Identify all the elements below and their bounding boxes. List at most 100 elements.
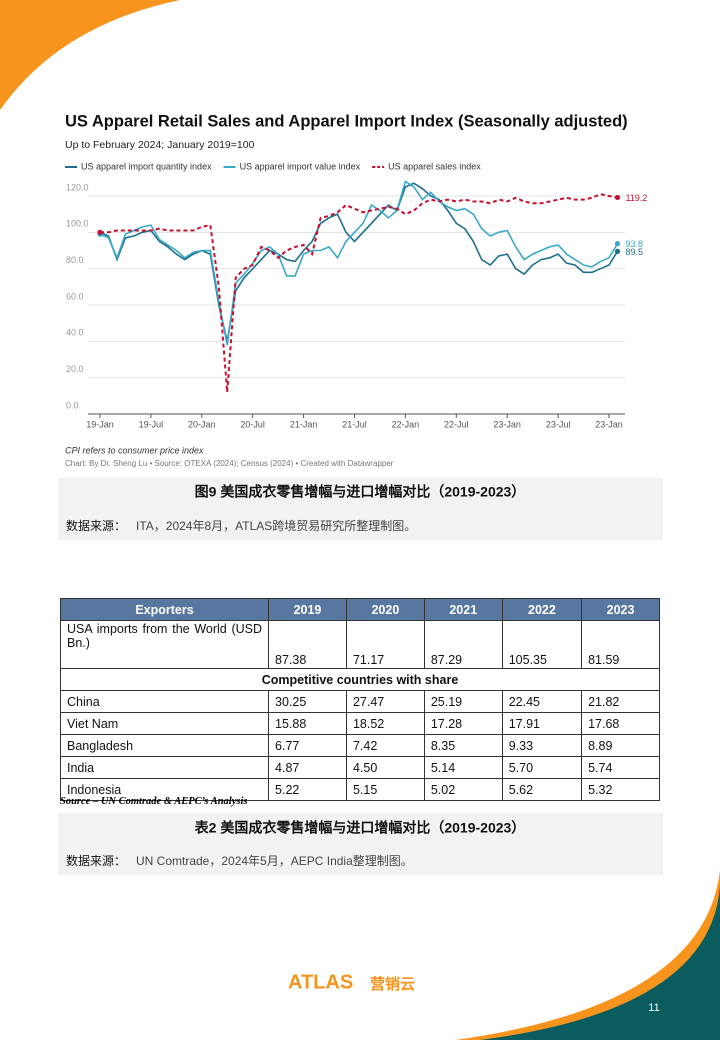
table-row: India 4.87 4.50 5.14 5.70 5.74 [59, 756, 660, 779]
brand-logo: ATLAS [288, 971, 353, 993]
header-cell: Exporters [59, 598, 270, 621]
table-source: Source – UN Comtrade & AEPC’s Analysis [60, 796, 248, 807]
table-cell: 5.74 [581, 756, 660, 779]
table-cell: 25.19 [423, 690, 503, 713]
table-row: Indonesia 5.22 5.15 5.02 5.62 5.32 [59, 778, 660, 801]
table-cell: 7.42 [345, 734, 425, 757]
total-row: USA imports from the World (USD Bn.) 87.3… [59, 620, 660, 669]
legend-label: US apparel import value index [240, 161, 361, 171]
table-cell: 105.35 [501, 620, 583, 669]
table-cell: China [59, 690, 270, 713]
source-text: ITA，2024年8月，ATLAS跨境贸易研究所整理制图。 [136, 518, 416, 533]
source-label: 数据来源： [66, 518, 126, 533]
table-row: Bangladesh 6.77 7.42 8.35 9.33 8.89 [59, 734, 660, 757]
series-line [99, 180, 619, 346]
table-cell: 5.70 [501, 756, 583, 779]
source-text: UN Comtrade，2024年5月，AEPC India整理制图。 [136, 853, 413, 868]
table-cell: 81.59 [581, 620, 660, 669]
header-cell: 2019 [268, 598, 347, 621]
table-cell: 4.50 [345, 756, 425, 779]
corner-decoration [480, 885, 720, 1040]
y-tick-label: 40.0 [66, 328, 84, 338]
y-tick-label: 120.0 [66, 182, 89, 192]
end-label: 93.8 [625, 239, 643, 249]
table-cell: 8.35 [423, 734, 503, 757]
chart-subtitle: Up to February 2024; January 2019=100 [65, 139, 255, 151]
legend-label: US apparel import quantity index [81, 161, 212, 171]
header-cell: 2022 [501, 598, 583, 621]
table-row: China 30.25 27.47 25.19 22.45 21.82 [59, 690, 660, 713]
table-cell: 17.91 [501, 712, 583, 735]
chart-note: CPI refers to consumer price index [65, 445, 204, 455]
end-point [614, 248, 621, 255]
table-cell: India [59, 756, 270, 779]
table-cell: 22.45 [501, 690, 583, 713]
start-point [97, 229, 103, 235]
header-row: Exporters 2019 2020 2021 2022 2023 [59, 598, 660, 621]
page-number: 11 [648, 1002, 659, 1014]
header-cell: 2020 [345, 598, 425, 621]
x-tick-label: 19-Jan [86, 419, 114, 429]
table-cell: 5.14 [423, 756, 503, 779]
table-cell: 27.47 [345, 690, 425, 713]
x-tick-label: 19-Jul [139, 419, 164, 429]
x-tick-label: 22-Jul [444, 419, 469, 429]
table-cell: Viet Nam [59, 712, 270, 735]
table-cell: 5.02 [423, 778, 503, 801]
table-cell: Bangladesh [59, 734, 270, 757]
chart-title: US Apparel Retail Sales and Apparel Impo… [65, 112, 628, 130]
table-row: Viet Nam 15.88 18.52 17.28 17.91 17.68 [59, 712, 660, 735]
x-tick-label: 22-Jan [392, 419, 420, 429]
caption-box [58, 813, 663, 875]
table-cell: 17.28 [423, 712, 503, 735]
table-cell: 6.77 [268, 734, 347, 757]
header-cell: 2023 [581, 598, 660, 621]
source-label: 数据来源： [66, 853, 126, 868]
table-cell: 30.25 [268, 690, 347, 713]
table-caption: 表2 美国成衣零售增幅与进口增幅对比（2019-2023） [194, 820, 526, 836]
series-line [99, 182, 619, 342]
table-cell: 8.89 [581, 734, 660, 757]
x-tick-label: 20-Jan [188, 419, 216, 429]
table-cell: 87.38 [268, 620, 347, 669]
brand-name: 营销云 [370, 975, 415, 993]
table-cell: 15.88 [268, 712, 347, 735]
x-tick-label: 21-Jan [290, 419, 318, 429]
table-cell: 71.17 [345, 620, 425, 669]
end-point [614, 240, 621, 247]
x-tick-label: 21-Jul [342, 419, 367, 429]
table-cell: 17.68 [581, 712, 660, 735]
chart-credit: Chart: By Dr. Sheng Lu • Source: OTEXA (… [65, 459, 394, 468]
x-tick-label: 20-Jul [240, 419, 265, 429]
legend-label: US apparel sales index [388, 161, 481, 171]
table-cell: 9.33 [501, 734, 583, 757]
x-tick-label: 23-Jan [493, 419, 521, 429]
table-cell: 5.32 [581, 778, 660, 801]
x-tick-label: 23-Jan [595, 419, 623, 429]
corner-decoration [0, 0, 180, 110]
y-tick-label: 80.0 [66, 255, 84, 265]
table-cell: 5.62 [501, 778, 583, 801]
table-cell: 5.22 [268, 778, 347, 801]
y-tick-label: 0.0 [66, 400, 79, 410]
table-cell: Indonesia [59, 778, 270, 801]
table-cell: 5.15 [345, 778, 425, 801]
caption-box [58, 478, 663, 540]
table-cell: 4.87 [268, 756, 347, 779]
section-row: Competitive countries with share [60, 668, 660, 691]
figure-caption: 图9 美国成衣零售增幅与进口增幅对比（2019-2023） [195, 484, 526, 500]
end-point [614, 194, 621, 201]
table-cell: 87.29 [423, 620, 503, 669]
y-tick-label: 100.0 [66, 219, 89, 229]
table-cell: 18.52 [345, 712, 425, 735]
table-cell: 21.82 [581, 690, 660, 713]
header-cell: 2021 [423, 598, 503, 621]
section-cell: Competitive countries with share [60, 668, 660, 691]
data-table: Exporters 2019 2020 2021 2022 2023 USA imports… [59, 598, 660, 801]
end-label: 89.5 [625, 247, 643, 257]
y-tick-label: 20.0 [66, 364, 84, 374]
x-tick-label: 23-Jul [546, 419, 571, 429]
series-line [100, 193, 618, 393]
